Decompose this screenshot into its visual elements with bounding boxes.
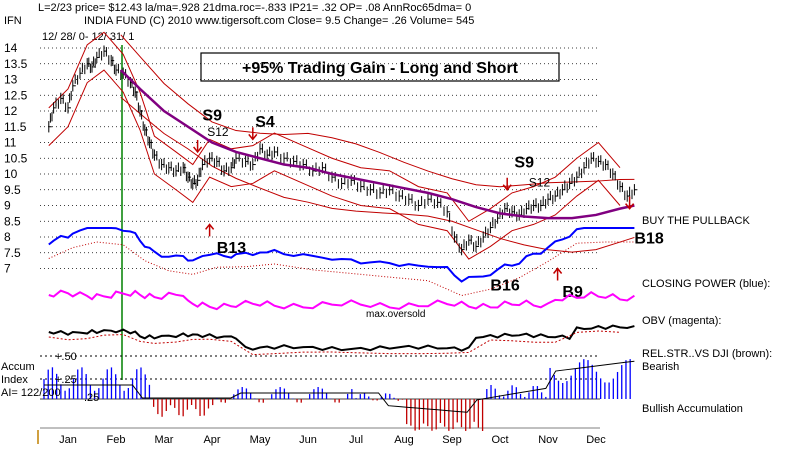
month-label: Aug [394, 434, 414, 446]
price-tick-label: 11.5 [4, 120, 27, 134]
signal-label: B16 [490, 278, 519, 295]
signal-arrow-head [553, 267, 563, 274]
signal-arrow-head [248, 133, 258, 141]
accum-title-2: Index [1, 374, 28, 386]
signal-label: B13 [217, 240, 246, 257]
price-tick-label: 12 [4, 104, 18, 118]
header-line1: L=2/23 price= $12.43 la/ma=.928 21dma.ro… [38, 2, 471, 14]
signal-label: S9 [202, 107, 222, 124]
price-tick-label: 9.5 [4, 183, 21, 197]
grid-lines [40, 47, 600, 269]
price-tick-label: 8.5 [4, 214, 21, 228]
price-tick-label: 7 [4, 262, 11, 276]
month-label: Feb [107, 434, 126, 446]
label-accumulation: Bullish Accumulation [642, 403, 743, 415]
price-tick-label: 10 [4, 167, 18, 181]
price-tick-label: 12.5 [4, 88, 28, 102]
price-tick-label: 9 [4, 199, 11, 213]
price-tick-label: 13 [4, 73, 18, 87]
closing-power-ma [48, 241, 635, 297]
headline: +95% Trading Gain - Long and Short [242, 60, 519, 77]
label-rel-strength-value: Bearish [642, 361, 679, 373]
inner-upper-band [48, 31, 621, 222]
label-closing-power: CLOSING POWER (blue): [642, 278, 770, 290]
lower-band [120, 96, 635, 253]
month-label: Nov [538, 434, 558, 446]
date-range: 12/ 28/ 0- 12/ 31/ 1 [42, 31, 134, 43]
month-label: Oct [491, 434, 508, 446]
accum-tick-25: +.25 [55, 374, 77, 386]
month-label: Apr [203, 434, 220, 446]
price-tick-label: 11 [4, 136, 17, 150]
relative-strength-ma [48, 330, 621, 356]
signal-arrow-head [502, 184, 512, 191]
price-tick-label: 14 [4, 41, 18, 55]
month-label: Jul [349, 434, 363, 446]
label-rel-strength: REL.STR..VS DJI (brown): [642, 348, 772, 360]
month-axis: Jan Feb Mar Apr May Jun Jul Aug Sep Oct Nov Dec [40, 427, 606, 446]
obv-line [48, 289, 635, 311]
envelope-bands [48, 31, 635, 260]
month-label: Sep [442, 434, 462, 446]
label-obv: OBV (magenta): [642, 315, 721, 327]
month-label: Jan [59, 434, 77, 446]
headline-box [200, 52, 560, 82]
signal-label: S12 [207, 125, 229, 139]
accum-ma [44, 360, 635, 413]
signal-arrow-head [625, 203, 635, 210]
price-tick-label: 10.5 [4, 151, 28, 165]
accum-reading: AI= 122/200 [1, 387, 61, 399]
signal-label: S4 [255, 114, 275, 131]
month-label: Mar [155, 434, 174, 446]
label-buy-pullback: BUY THE PULLBACK [642, 215, 750, 227]
price-tick-label: 7.5 [4, 246, 21, 260]
header-symbol: IFN [4, 15, 22, 27]
accum-title-1: Accum [1, 361, 35, 373]
signal-label: S12 [529, 176, 551, 190]
signal-arrow-head [205, 223, 215, 230]
accum-bars [43, 359, 631, 431]
price-bars [48, 45, 638, 256]
relative-strength-line [48, 324, 635, 352]
price-tick-label: 13.5 [4, 57, 28, 71]
signal-label: B18 [634, 230, 663, 247]
moving-average-line [119, 69, 635, 220]
closing-power-line [48, 227, 635, 283]
month-label: May [250, 434, 271, 446]
header-line2: INDIA FUND (C) 2010 www.tigersoft.com Cl… [84, 15, 474, 27]
signal-label: S9 [514, 155, 534, 172]
accum-tick-50: +.50 [55, 351, 77, 363]
accum-tick-neg25: .25 [84, 392, 99, 404]
signal-arrow-head [193, 146, 203, 154]
upper-band [120, 34, 635, 188]
price-tick-label: 8 [4, 230, 11, 244]
month-label: Dec [586, 434, 606, 446]
month-label: Jun [299, 434, 317, 446]
inner-lower-band [48, 69, 621, 260]
max-oversold-label: max.oversold [366, 309, 425, 320]
